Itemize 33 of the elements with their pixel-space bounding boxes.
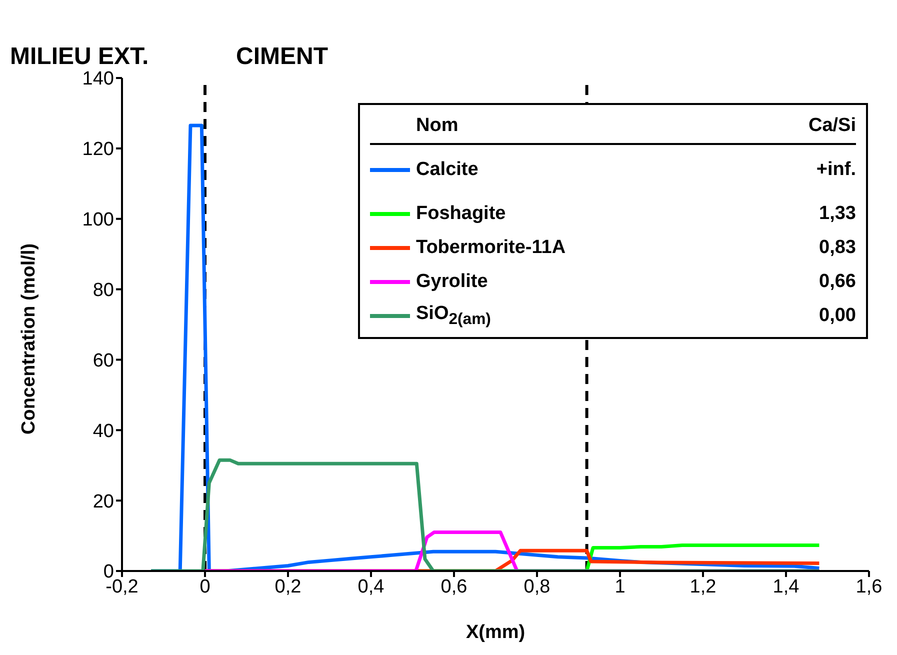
y-tick-label: 40	[92, 420, 114, 442]
annotation: +inf.	[816, 159, 856, 181]
x-tick-label: 0,8	[524, 576, 550, 598]
y-tick-label: 120	[82, 139, 114, 160]
x-tick-label: 0,2	[274, 576, 302, 598]
x-tick-label: 1,4	[772, 576, 800, 598]
y-tick-label: 100	[82, 210, 114, 231]
annotation: 0,66	[819, 271, 856, 293]
y-axis-title: Concentration (mol/l)	[18, 243, 40, 434]
y-tick-label: 20	[92, 491, 114, 512]
x-tick-label: 0,6	[440, 576, 468, 598]
legend-label: Calcite	[416, 159, 478, 181]
annotation: 0,83	[819, 237, 856, 259]
y-tick-label: 140	[82, 68, 114, 90]
y-tick-label: 0	[103, 562, 114, 583]
x-tick-label: 0,4	[358, 576, 385, 598]
legend-label: Tobermorite-11A	[416, 237, 566, 259]
x-axis-title: X(mm)	[466, 622, 526, 643]
legend-label: Foshagite	[416, 203, 506, 225]
annotation: 0,00	[819, 305, 856, 327]
text: MILIEU EXT.	[10, 43, 149, 71]
y-tick-label: 80	[92, 280, 114, 302]
annotation: Ca/Si	[808, 115, 856, 137]
text: CIMENT	[236, 43, 328, 71]
y-tick-label: 60	[92, 350, 114, 372]
legend-label: Gyrolite	[416, 271, 488, 293]
legend-label: SiO$_{2(am)}$	[416, 303, 491, 329]
x-tick-label: 0	[200, 576, 210, 598]
x-tick-label: 1,6	[856, 576, 882, 598]
x-tick-label: 1,2	[690, 576, 716, 598]
x-tick-label: 1	[614, 576, 626, 598]
legend-title: Nom	[416, 115, 458, 137]
annotation: 1,33	[819, 203, 856, 225]
